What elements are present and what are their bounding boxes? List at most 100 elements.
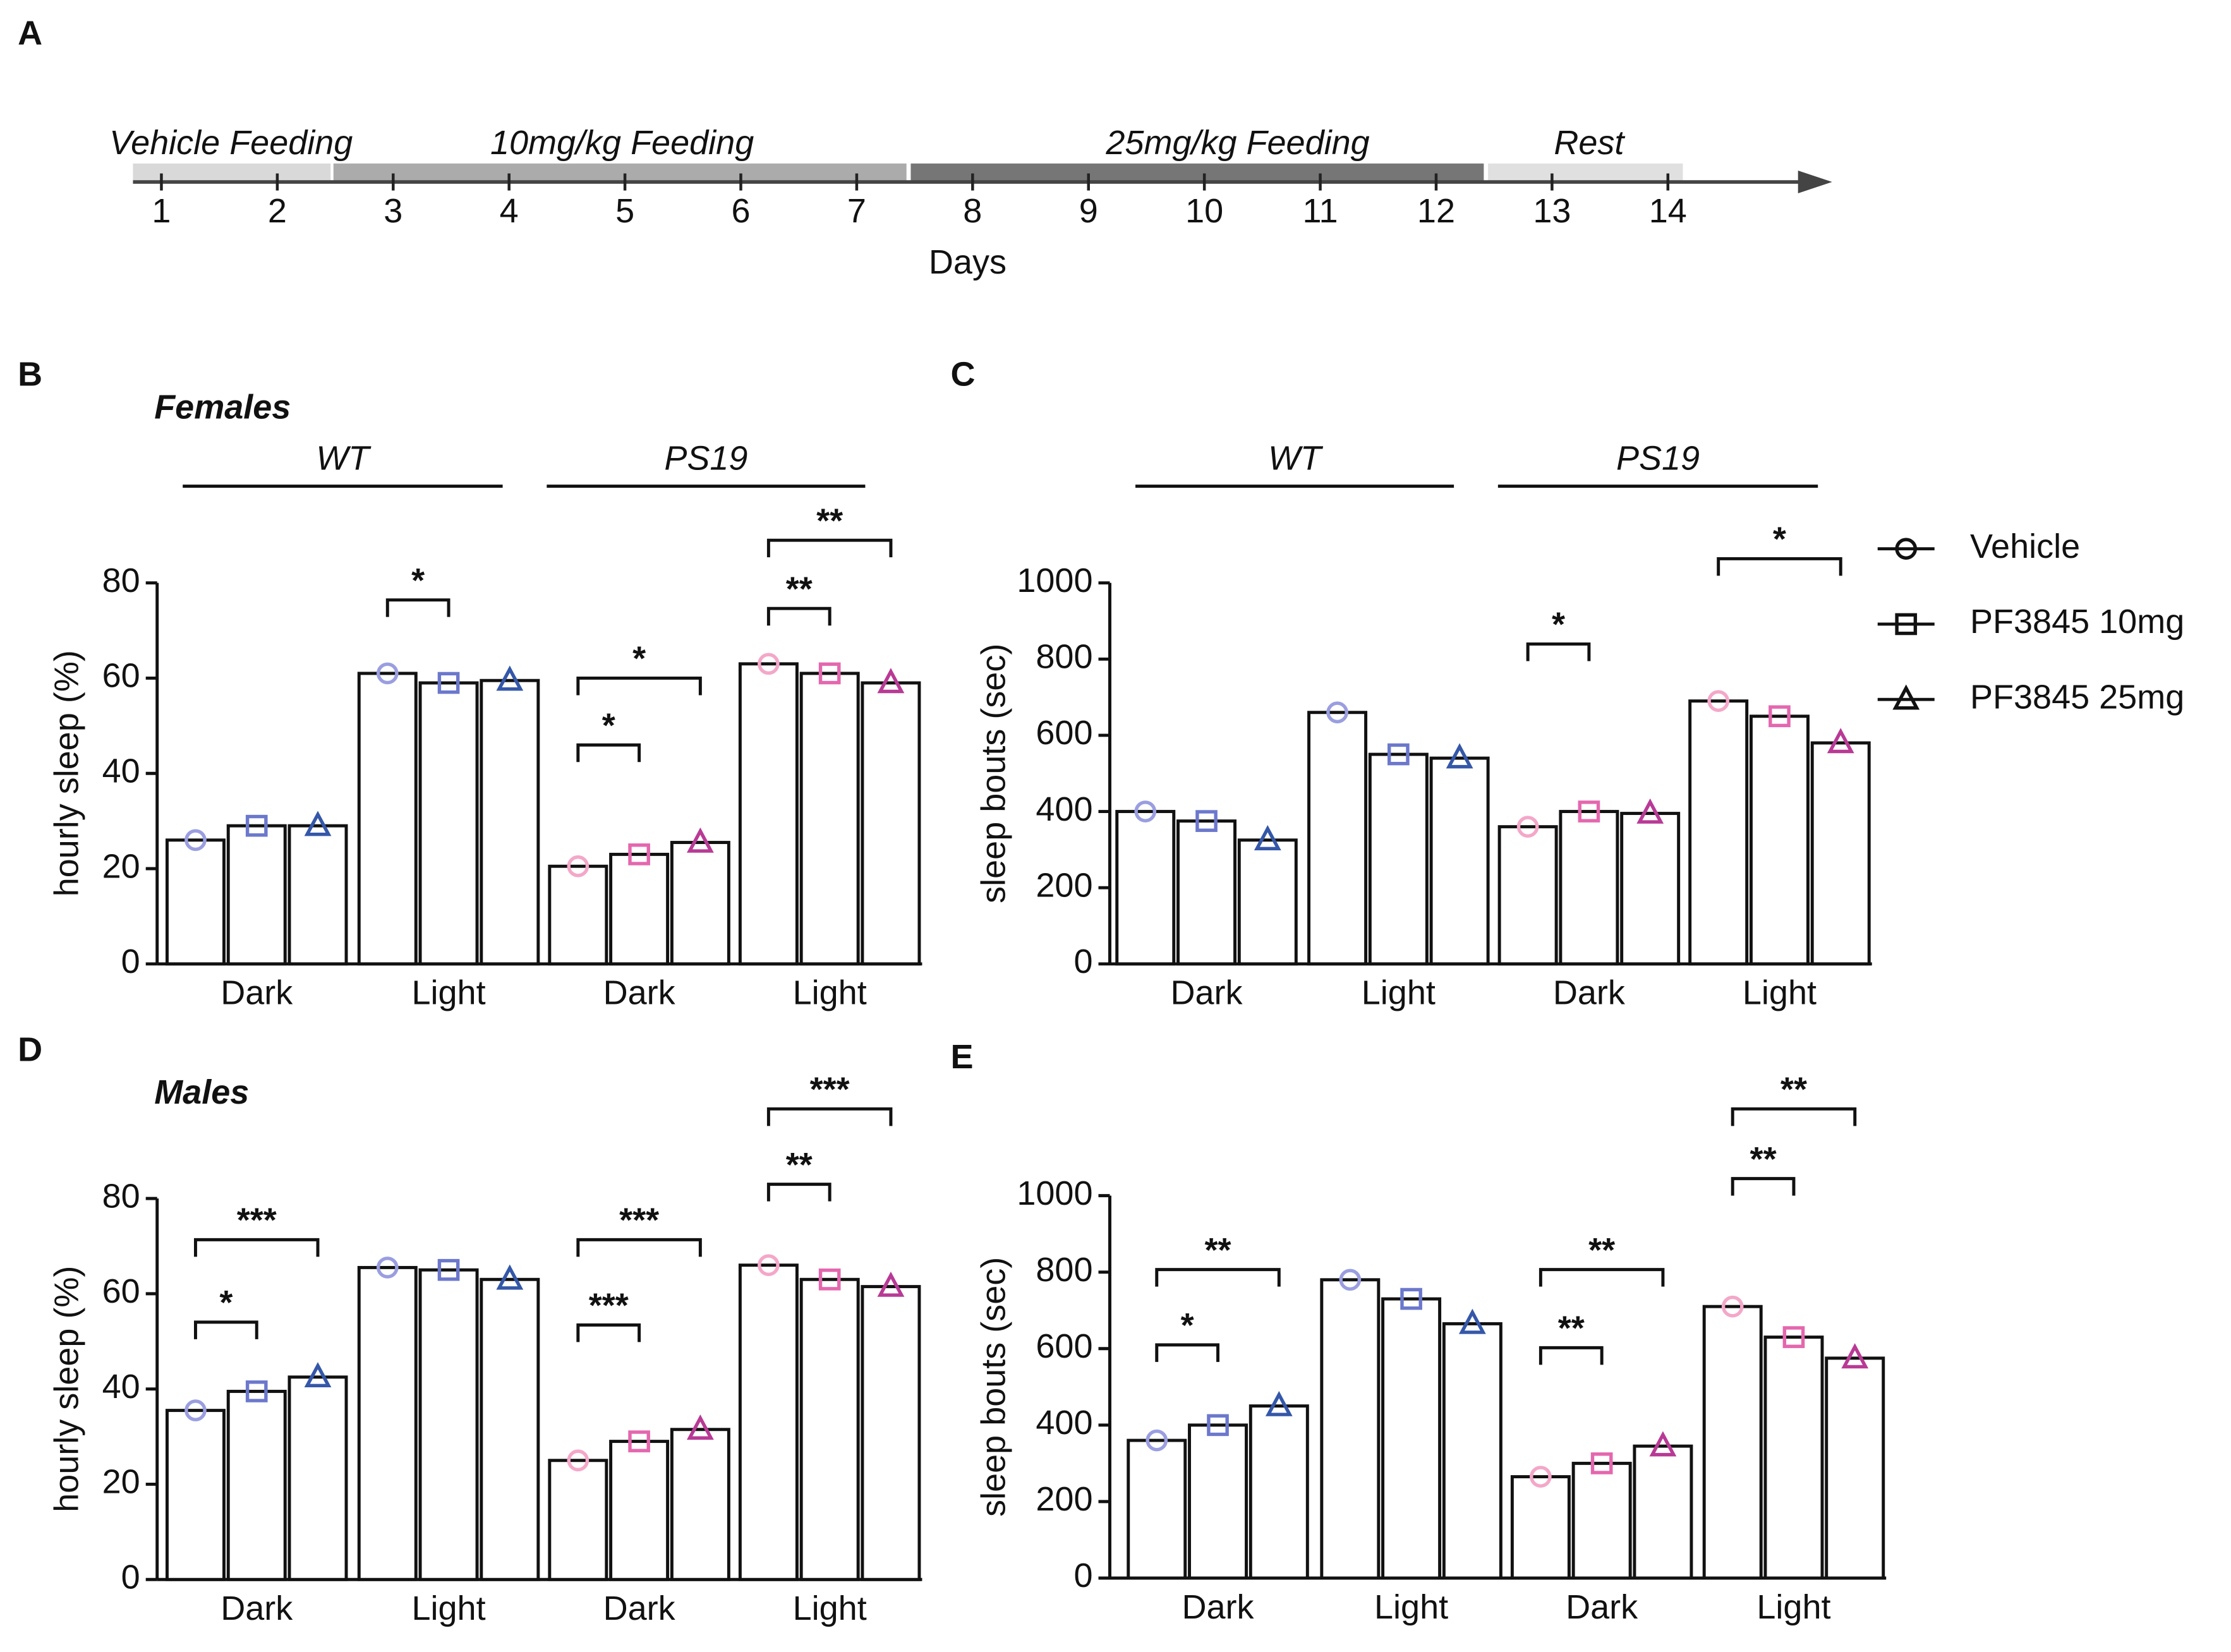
sig-bracket <box>193 1320 258 1339</box>
y-tick-label: 400 <box>1036 1404 1092 1442</box>
mean-marker <box>184 829 207 852</box>
mean-marker <box>1339 1269 1362 1291</box>
y-tick-label: 40 <box>102 1368 140 1406</box>
phase-label: Rest <box>1554 124 1625 162</box>
x-tick-label: Light <box>1374 1588 1448 1626</box>
bar <box>1176 819 1237 966</box>
day-label: 4 <box>500 192 519 230</box>
sig-label: * <box>1181 1306 1194 1344</box>
bar <box>609 852 670 966</box>
bar <box>1115 810 1176 966</box>
y-tick-label: 20 <box>102 847 140 885</box>
bar <box>480 678 540 966</box>
mean-marker <box>304 811 332 836</box>
x-tick-label: Dark <box>1171 974 1243 1012</box>
sig-bracket <box>576 1238 702 1257</box>
x-axis-label: Days <box>929 243 1007 281</box>
sig-bracket <box>1731 1107 1857 1126</box>
panel-label: B <box>18 356 42 394</box>
bar <box>609 1440 670 1581</box>
y-tick-label: 1000 <box>1017 1174 1092 1212</box>
phase-label: 25mg/kg Feeding <box>1105 124 1369 162</box>
sig-label: * <box>602 706 615 744</box>
y-tick-label: 400 <box>1036 790 1092 828</box>
y-tick-label: 0 <box>121 943 140 980</box>
bar <box>1571 1461 1632 1580</box>
sig-bracket <box>1539 1346 1604 1365</box>
y-tick-label: 1000 <box>1017 562 1092 600</box>
sig-label: * <box>219 1284 233 1322</box>
sig-label: ** <box>1750 1140 1777 1178</box>
mean-marker <box>758 1254 780 1276</box>
bar <box>670 1428 730 1581</box>
bar <box>738 1263 799 1581</box>
x-tick-label: Dark <box>603 974 676 1012</box>
mean-marker <box>1578 800 1600 823</box>
legend-label: Vehicle <box>1970 528 2080 565</box>
subtitle: Females <box>154 388 291 426</box>
sig-bracket <box>766 1107 893 1126</box>
y-tick-label: 800 <box>1036 1251 1092 1289</box>
day-label: 6 <box>731 192 750 230</box>
y-tick-label: 60 <box>102 1272 140 1310</box>
bar <box>548 1459 608 1581</box>
mean-marker <box>1326 701 1348 724</box>
mean-marker <box>1400 1287 1422 1310</box>
x-tick-label: Light <box>1756 1588 1830 1626</box>
mean-marker <box>1782 1326 1805 1348</box>
x-tick-label: Dark <box>603 1589 676 1627</box>
y-tick-label: 200 <box>1036 866 1092 904</box>
mean-marker <box>437 672 460 694</box>
x-tick-label: Dark <box>221 1589 293 1627</box>
bar <box>1307 711 1368 966</box>
x-tick-label: Light <box>411 1589 485 1627</box>
bar <box>357 1265 418 1581</box>
sig-label: *** <box>619 1202 659 1239</box>
phase-label: 10mg/kg Feeding <box>490 124 754 162</box>
bar <box>1429 756 1490 966</box>
y-tick-label: 600 <box>1036 1327 1092 1365</box>
phase-bar <box>333 163 907 183</box>
bar <box>1510 1475 1571 1580</box>
bar <box>548 864 608 966</box>
mean-marker <box>1530 1466 1552 1488</box>
bar <box>670 841 730 966</box>
mean-marker <box>567 855 589 877</box>
bar <box>165 838 226 966</box>
x-tick-label: Dark <box>1553 974 1626 1012</box>
day-label: 14 <box>1649 192 1687 230</box>
bar <box>1633 1444 1693 1580</box>
bar <box>738 662 799 966</box>
mean-marker <box>245 1380 268 1402</box>
x-tick-label: Light <box>1362 974 1436 1012</box>
bar <box>1497 825 1558 966</box>
bar <box>1368 752 1429 966</box>
panel-label: C <box>950 356 975 394</box>
mean-marker <box>1649 1431 1677 1457</box>
bar <box>1559 810 1619 966</box>
mean-marker <box>686 1414 714 1440</box>
sig-bracket <box>576 676 702 696</box>
y-axis-label: sleep bouts (sec) <box>975 1257 1013 1517</box>
mean-marker <box>1768 705 1791 728</box>
x-tick-label: Light <box>793 974 867 1012</box>
group-label: PS19 <box>664 439 747 477</box>
sig-label: *** <box>237 1202 277 1239</box>
sig-bracket <box>766 538 893 558</box>
sig-label: ** <box>786 570 813 608</box>
y-axis-label: sleep bouts (sec) <box>975 644 1013 903</box>
panel-label: A <box>18 15 42 52</box>
x-tick-label: Dark <box>221 974 293 1012</box>
mean-marker <box>1446 743 1473 769</box>
sig-bracket <box>1526 642 1591 661</box>
y-tick-label: 200 <box>1036 1480 1092 1518</box>
mean-marker <box>1134 800 1157 823</box>
day-label: 1 <box>152 192 171 230</box>
sig-label: ** <box>1781 1071 1807 1109</box>
bar <box>799 672 860 966</box>
mean-marker <box>1827 728 1854 754</box>
sig-label: ** <box>816 502 843 540</box>
bar <box>226 1389 287 1581</box>
mean-marker <box>1516 816 1539 838</box>
